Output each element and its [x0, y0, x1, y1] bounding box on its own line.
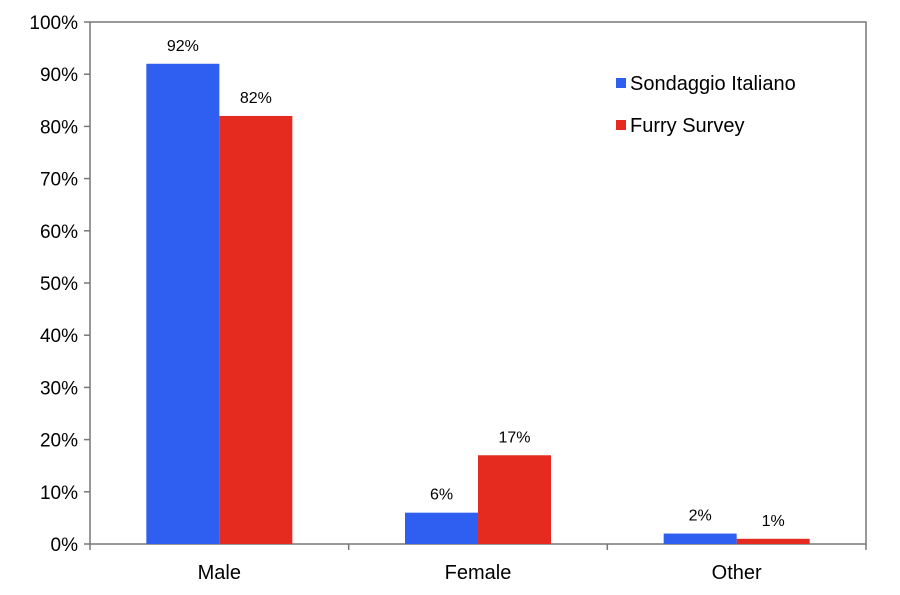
bar — [146, 63, 220, 544]
y-tick-label: 70% — [40, 170, 78, 191]
data-label: 17% — [498, 429, 530, 446]
y-tick-label: 0% — [51, 535, 79, 556]
legend-swatch — [616, 78, 626, 88]
data-labels: 92% 82% 6% 17% 2% 1% — [167, 38, 785, 530]
y-tick-label: 50% — [40, 274, 78, 295]
category-labels: Male Female Other — [198, 562, 762, 584]
bars — [146, 63, 810, 545]
bar — [736, 538, 810, 544]
legend: Sondaggio Italiano Furry Survey — [616, 73, 796, 137]
y-tick-label: 60% — [40, 222, 78, 243]
y-tick-label: 40% — [40, 326, 78, 347]
data-label: 82% — [240, 90, 272, 107]
data-label: 92% — [167, 38, 199, 55]
bar — [478, 455, 551, 544]
data-label: 2% — [689, 508, 712, 525]
y-tick-label: 10% — [40, 483, 78, 504]
category-label: Male — [198, 562, 241, 584]
y-tick-label: 80% — [40, 117, 78, 138]
data-label: 6% — [430, 487, 453, 504]
bar — [219, 115, 293, 545]
y-tick-label: 100% — [29, 13, 78, 34]
y-axis: 0% 10% 20% 30% 40% 50% 60% 70% 80% 90% 100% — [29, 13, 90, 556]
data-label: 1% — [762, 513, 785, 530]
legend-swatch — [616, 120, 626, 130]
x-axis — [89, 544, 867, 550]
legend-label: Furry Survey — [630, 115, 744, 137]
y-tick-label: 90% — [40, 65, 78, 86]
bar — [663, 533, 737, 544]
y-tick-label: 20% — [40, 431, 78, 452]
category-label: Female — [445, 562, 512, 584]
legend-label: Sondaggio Italiano — [630, 73, 796, 95]
category-label: Other — [712, 562, 762, 584]
bar — [405, 512, 478, 544]
y-tick-label: 30% — [40, 378, 78, 399]
